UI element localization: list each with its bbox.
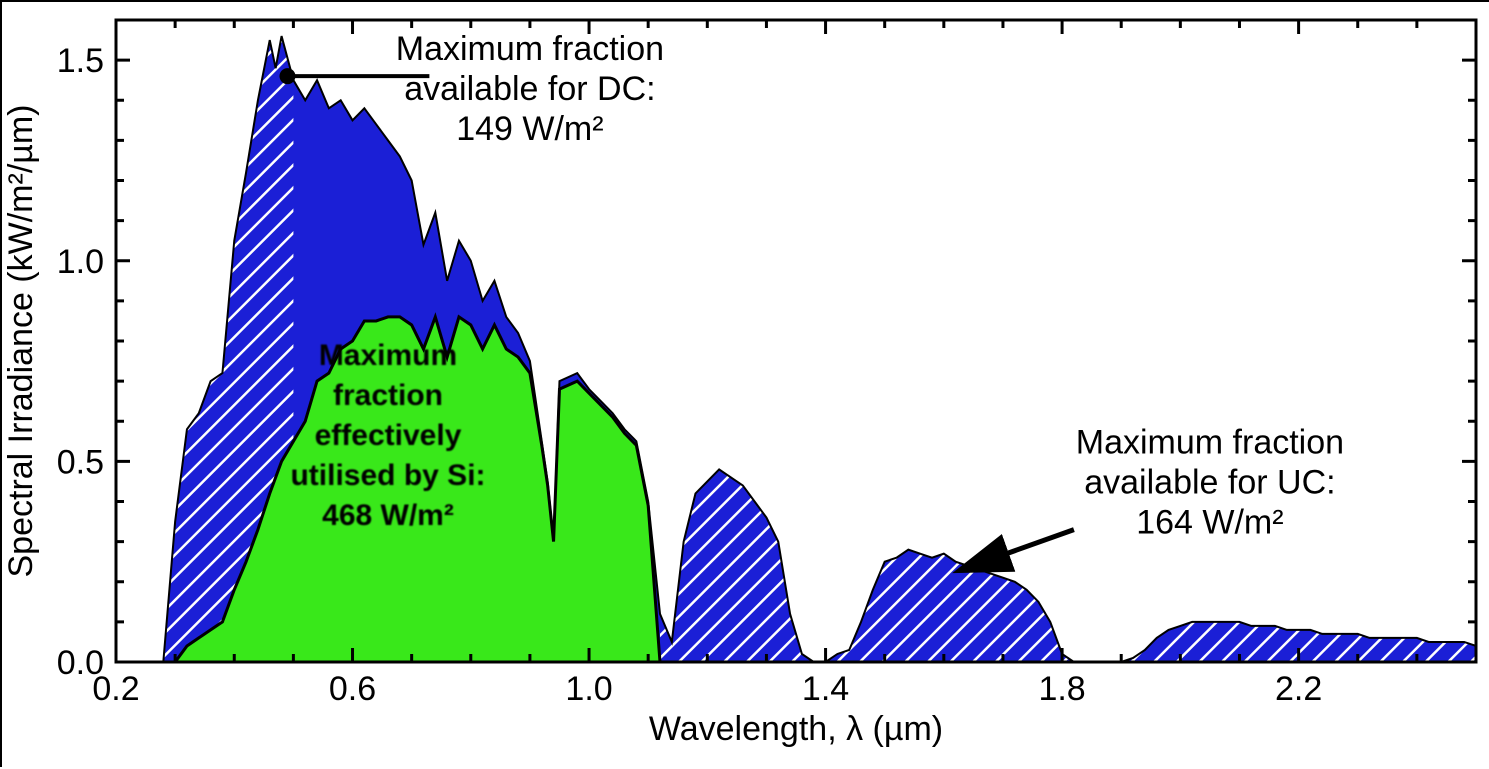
annot-uc-line: available for UC:	[1084, 463, 1335, 501]
chart-frame: { "chart": { "type": "area", "width": 14…	[0, 0, 1489, 767]
x-tick-label: 2.2	[1275, 670, 1322, 708]
y-tick-label: 0.5	[57, 443, 104, 481]
annot-si-line: fraction	[333, 379, 443, 412]
y-axis-label: Spectral Irradiance (kW/m²/µm)	[2, 105, 40, 578]
annot-si-line: utilised by Si:	[290, 459, 485, 492]
annot-si-line: 468 W/m²	[322, 499, 454, 532]
x-tick-label: 1.8	[1038, 670, 1085, 708]
y-tick-label: 0.0	[57, 644, 104, 682]
annot-uc-line: Maximum fraction	[1076, 423, 1344, 461]
annot-si-line: Maximum	[319, 339, 457, 372]
spectral-irradiance-chart: 0.20.61.01.41.82.20.00.51.01.5Wavelength…	[2, 2, 1489, 769]
annot-dc-line: available for DC:	[404, 70, 655, 108]
y-tick-label: 1.0	[57, 243, 104, 281]
x-tick-label: 0.6	[329, 670, 376, 708]
annot-dc-line: 149 W/m²	[456, 110, 603, 148]
x-axis-label: Wavelength, λ (µm)	[649, 710, 943, 748]
x-tick-label: 1.4	[802, 670, 849, 708]
annot-dc-line: Maximum fraction	[396, 30, 664, 68]
annot-uc-line: 164 W/m²	[1136, 503, 1283, 541]
y-tick-label: 1.5	[57, 42, 104, 80]
x-tick-label: 1.0	[565, 670, 612, 708]
annot-si-line: effectively	[315, 419, 462, 452]
